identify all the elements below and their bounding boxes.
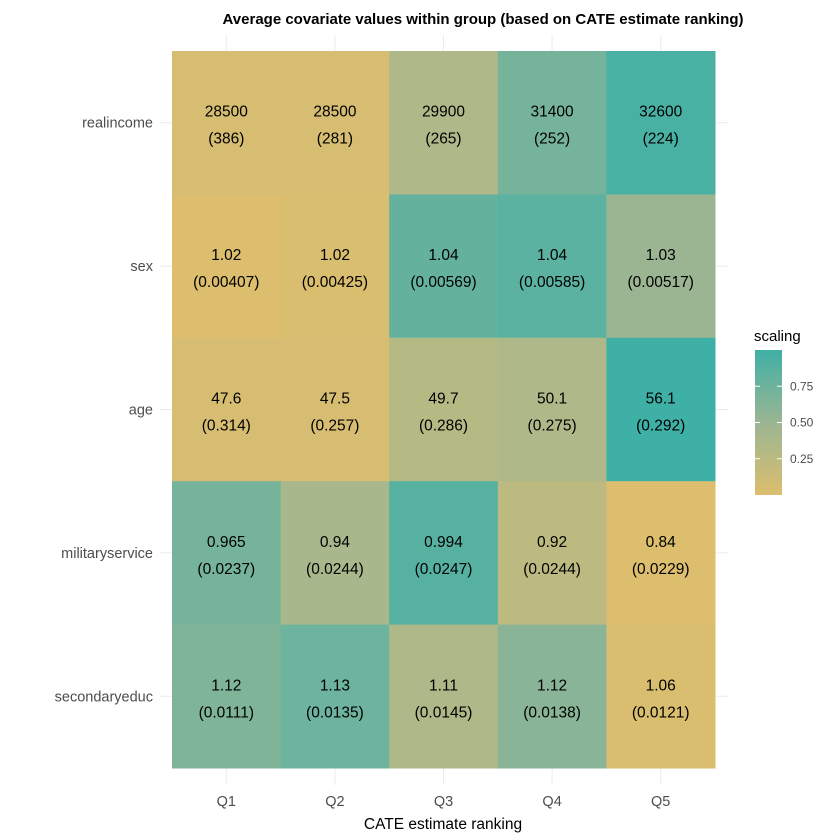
cell-value-label: 1.12 (211, 677, 241, 694)
heatmap-cell (280, 624, 390, 769)
heatmap-cell (497, 51, 607, 195)
heatmap-cell (606, 624, 716, 769)
heatmap-cell (172, 194, 282, 339)
legend-tick-label: 0.50 (790, 416, 814, 430)
cell-value-label: 50.1 (537, 391, 567, 408)
heatmap-cell (280, 337, 390, 482)
cell-value-label: 28500 (205, 104, 248, 121)
cell-value-label: 1.13 (320, 677, 350, 694)
cell-value-label: 49.7 (428, 391, 458, 408)
cell-se-label: (0.0244) (523, 561, 581, 578)
y-axis-tick-labels: realincome sex age militaryservice secondary… (55, 116, 154, 706)
heatmap-cell (389, 481, 499, 626)
cell-value-label: 28500 (313, 104, 356, 121)
x-tick-label: Q2 (325, 794, 344, 810)
cell-se-label: (0.0247) (415, 561, 473, 578)
cell-se-label: (0.00569) (410, 274, 476, 291)
cell-se-label: (0.286) (419, 418, 468, 435)
cell-se-label: (0.0244) (306, 561, 364, 578)
cell-value-label: 56.1 (646, 391, 676, 408)
y-tick-label: militaryservice (61, 546, 153, 562)
cell-value-label: 1.06 (646, 677, 676, 694)
cell-value-label: 1.12 (537, 677, 567, 694)
legend-tick-label: 0.25 (790, 452, 814, 466)
cell-value-label: 1.02 (211, 247, 241, 264)
heatmap-cell (606, 194, 716, 339)
cell-se-label: (0.00517) (628, 274, 694, 291)
cell-se-label: (0.00425) (302, 274, 368, 291)
y-tick-label: sex (130, 259, 153, 275)
x-tick-label: Q5 (651, 794, 670, 810)
x-tick-label: Q4 (542, 794, 561, 810)
y-tick-label: age (129, 403, 153, 419)
cell-se-label: (265) (425, 131, 461, 148)
heatmap-cell (389, 194, 499, 339)
heatmap-cell (389, 624, 499, 769)
cell-value-label: 0.994 (424, 534, 463, 551)
cell-value-label: 47.5 (320, 391, 350, 408)
cell-se-label: (0.0229) (632, 561, 690, 578)
cell-value-label: 0.84 (646, 534, 677, 551)
cell-se-label: (0.0237) (197, 561, 255, 578)
x-tick-label: Q3 (434, 794, 453, 810)
cell-se-label: (0.292) (636, 418, 685, 435)
y-tick-label: secondaryeduc (55, 689, 153, 705)
cell-value-label: 0.94 (320, 534, 351, 551)
heatmap-cell (172, 624, 282, 769)
y-tick-label: realincome (82, 116, 153, 132)
cell-value-label: 1.11 (429, 677, 458, 694)
cell-se-label: (224) (643, 131, 679, 148)
cell-value-label: 1.02 (320, 247, 350, 264)
heatmap-cell (172, 51, 282, 195)
heatmap-cell (389, 337, 499, 482)
cell-value-label: 32600 (639, 104, 682, 121)
heatmap-cell (280, 194, 390, 339)
heatmap-cell (389, 51, 499, 195)
cell-se-label: (0.275) (528, 418, 577, 435)
cell-se-label: (0.0145) (415, 704, 473, 721)
heatmap-cell (497, 481, 607, 626)
cell-se-label: (0.314) (202, 418, 251, 435)
legend-tick-label: 0.75 (790, 379, 814, 393)
heatmap-cell (280, 481, 390, 626)
cell-se-label: (0.0135) (306, 704, 364, 721)
legend: scaling 0.25 0.50 0.75 (754, 328, 814, 495)
cell-value-label: 1.03 (646, 247, 676, 264)
cell-value-label: 47.6 (211, 391, 241, 408)
cell-se-label: (281) (317, 131, 353, 148)
cell-se-label: (0.0111) (199, 704, 254, 721)
x-axis-tick-labels: Q1 Q2 Q3 Q4 Q5 (217, 794, 671, 810)
chart-title: Average covariate values within group (b… (223, 11, 744, 28)
cell-se-label: (0.257) (310, 418, 359, 435)
heatmap-cell (497, 337, 607, 482)
cell-value-label: 1.04 (537, 247, 568, 264)
heatmap-cell (606, 337, 716, 482)
cell-value-label: 0.92 (537, 534, 567, 551)
cell-value-label: 1.04 (428, 247, 459, 264)
x-tick-label: Q1 (217, 794, 236, 810)
cell-se-label: (252) (534, 131, 570, 148)
legend-title: scaling (754, 328, 801, 345)
cell-se-label: (0.00407) (193, 274, 259, 291)
heatmap-cell (606, 51, 716, 195)
cell-value-label: 31400 (531, 104, 574, 121)
cell-se-label: (386) (208, 131, 244, 148)
heatmap-cell (172, 337, 282, 482)
heatmap-cell (172, 481, 282, 626)
cell-se-label: (0.00585) (519, 274, 585, 291)
heatmap-cell (606, 481, 716, 626)
cell-value-label: 0.965 (207, 534, 246, 551)
cell-value-label: 29900 (422, 104, 465, 121)
x-axis-label: CATE estimate ranking (364, 816, 522, 833)
heatmap-cell (497, 624, 607, 769)
cell-se-label: (0.0138) (523, 704, 581, 721)
cell-se-label: (0.0121) (632, 704, 690, 721)
heatmap-cells: 28500 (386) 28500 (281) 29900 (265) 31400 (252)… (172, 51, 716, 769)
heatmap-cell (280, 51, 390, 195)
heatmap-cell (497, 194, 607, 339)
